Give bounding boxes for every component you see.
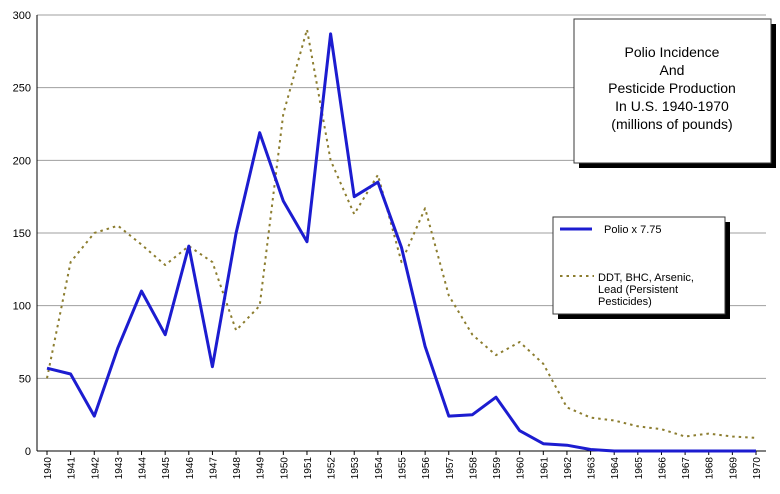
x-tick-label: 1947 (208, 457, 219, 480)
x-tick-label: 1949 (256, 457, 267, 480)
x-tick-label: 1941 (67, 457, 78, 480)
legend-pesticide-label-line: Lead (Persistent (598, 284, 678, 296)
series (46, 28, 757, 453)
x-tick-label: 1957 (445, 457, 456, 480)
x-tick-label: 1965 (634, 457, 645, 480)
x-tick-label: 1950 (279, 457, 290, 480)
x-tick-label: 1970 (752, 457, 763, 480)
x-tick-label: 1940 (43, 457, 54, 480)
chart-title-line: In U.S. 1940-1970 (615, 98, 729, 114)
chart-title: Polio Incidence And Pesticide Production In… (608, 44, 736, 132)
x-tick-label: 1945 (161, 457, 172, 480)
x-tick-label: 1968 (705, 457, 716, 480)
y-tick-label: 150 (13, 228, 31, 240)
chart-title-line: (millions of pounds) (611, 116, 732, 132)
x-tick-label: 1952 (327, 457, 338, 480)
x-tick-label: 1955 (398, 457, 409, 480)
legend-pesticide-label: DDT, BHC, Arsenic, Lead (Persistent Pestic… (598, 272, 694, 308)
chart-title-line: And (660, 62, 685, 78)
y-tick-label: 50 (19, 373, 31, 385)
x-tick-labels: 1940 1941 1942 1943 1944 1945 1946 1947 1948 1949… (43, 457, 763, 480)
chart-title-line: Polio Incidence (625, 44, 720, 60)
x-tick-label: 1946 (185, 457, 196, 480)
chart-title-line: Pesticide Production (608, 80, 736, 96)
legend-frame (552, 216, 726, 315)
y-tick-label: 100 (13, 301, 31, 313)
legend: Polio x 7.75 DDT, BHC, Arsenic, Lead (Per… (552, 216, 730, 319)
pesticide-series-line (46, 28, 757, 439)
x-tick-label: 1953 (350, 457, 361, 480)
y-tick-labels: 0 50 100 150 200 250 300 (13, 10, 31, 458)
x-tick-label: 1943 (114, 457, 125, 480)
y-tick-label: 200 (13, 155, 31, 167)
title-box-frame (573, 18, 772, 164)
grid (37, 14, 766, 379)
x-tick-label: 1966 (657, 457, 668, 480)
title-box: Polio Incidence And Pesticide Production In… (573, 18, 776, 168)
legend-pesticide-label-line: Pesticides) (598, 296, 652, 308)
x-tick-label: 1969 (728, 457, 739, 480)
legend-polio-label: Polio x 7.75 (604, 224, 661, 236)
y-tick-label: 300 (13, 10, 31, 22)
x-tick-label: 1960 (516, 457, 527, 480)
y-tick-label: 250 (13, 83, 31, 95)
x-tick-label: 1954 (374, 457, 385, 480)
x-tick-label: 1961 (539, 457, 550, 480)
x-tick-label: 1962 (563, 457, 574, 480)
x-tick-label: 1958 (468, 457, 479, 480)
x-tick-label: 1956 (421, 457, 432, 480)
x-tick-label: 1951 (303, 457, 314, 480)
polio-series-line (46, 32, 756, 453)
x-tick-label: 1959 (492, 457, 503, 480)
x-tick-label: 1944 (138, 457, 149, 480)
legend-pesticide-label-line: DDT, BHC, Arsenic, (598, 272, 694, 284)
x-tick-label: 1963 (587, 457, 598, 480)
y-tick-label: 0 (25, 446, 31, 458)
x-tick-label: 1964 (610, 457, 621, 480)
x-tick-label: 1942 (90, 457, 101, 480)
x-tick-label: 1948 (232, 457, 243, 480)
x-tick-label: 1967 (681, 457, 692, 480)
